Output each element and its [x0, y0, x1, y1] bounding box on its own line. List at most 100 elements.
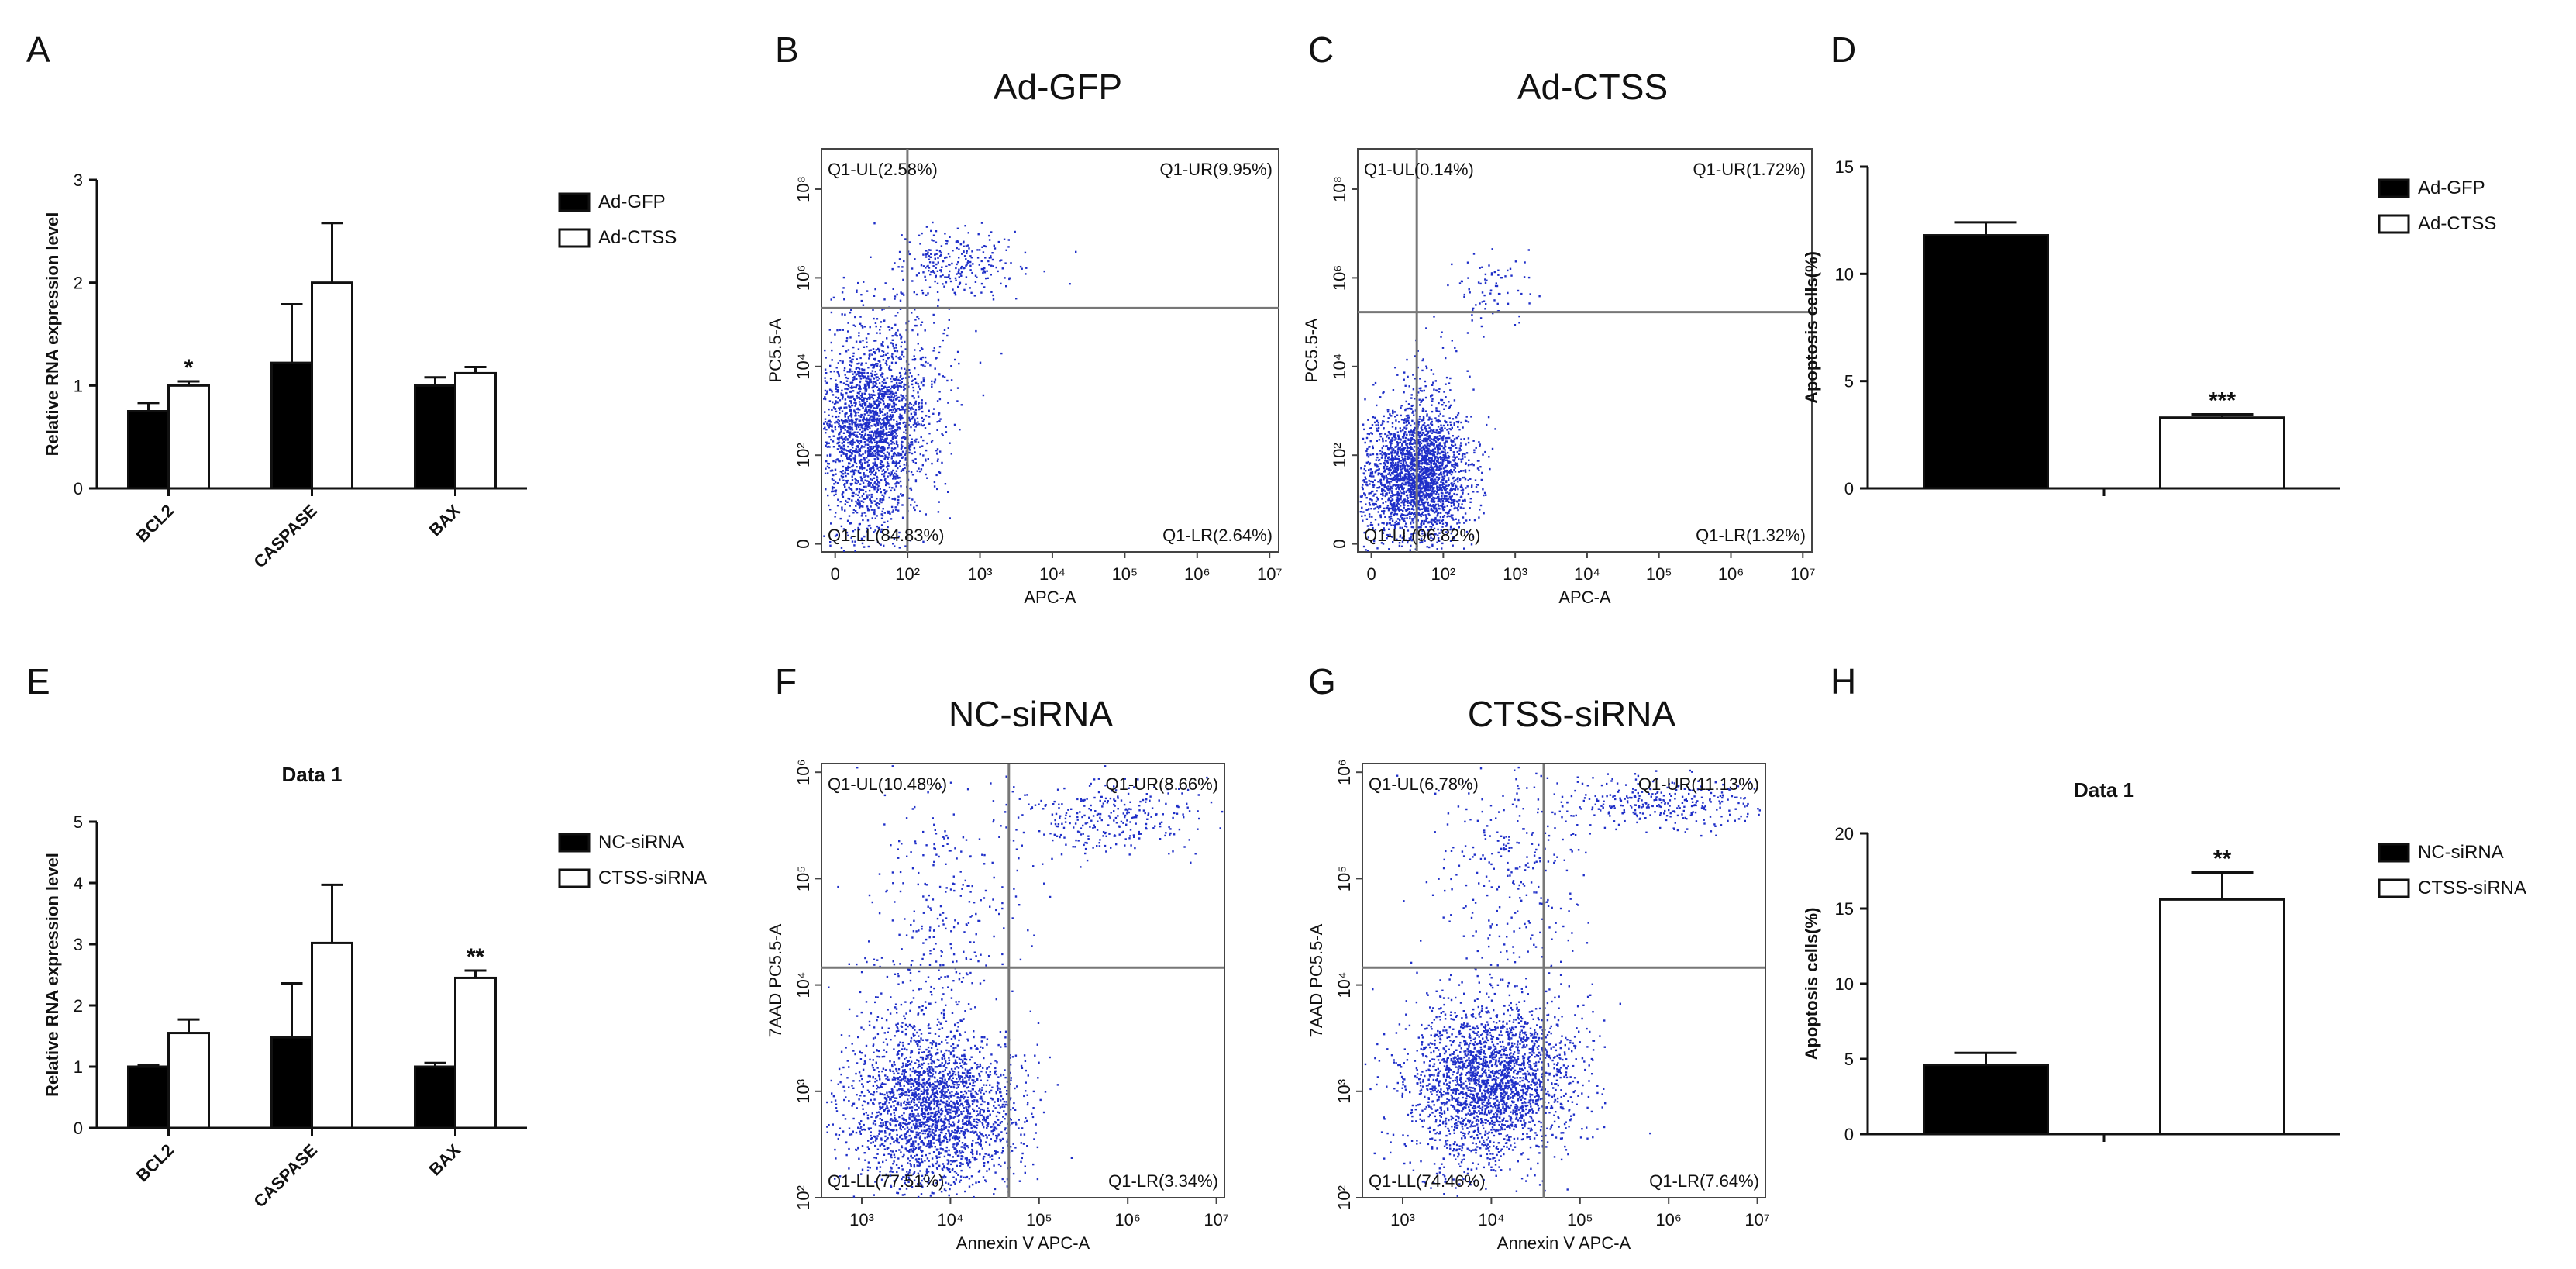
dot [1396, 478, 1399, 481]
dot [1427, 522, 1430, 524]
dot [944, 276, 946, 278]
dot [1407, 375, 1409, 378]
dot [910, 403, 913, 405]
dot [901, 414, 903, 417]
dot [853, 459, 856, 461]
dot [922, 253, 925, 256]
dot [866, 398, 868, 400]
dot [884, 478, 887, 480]
dot [1453, 460, 1455, 462]
dot [897, 422, 900, 425]
dot [930, 229, 932, 233]
dot [1413, 439, 1415, 441]
dot [1377, 511, 1379, 513]
dot [945, 243, 948, 245]
dot [1378, 439, 1381, 441]
dot [891, 511, 894, 513]
dot [1441, 437, 1445, 440]
dot [871, 451, 874, 454]
dot [1366, 447, 1369, 450]
dot [1390, 466, 1393, 468]
dot [1438, 495, 1440, 498]
dot [866, 426, 870, 429]
dot [1418, 508, 1421, 511]
dot [944, 257, 946, 259]
dot [1444, 453, 1447, 456]
dot [875, 471, 877, 474]
dot [1390, 452, 1393, 455]
dot [1367, 456, 1370, 458]
dot [932, 265, 935, 267]
dot [1441, 506, 1445, 509]
dot [897, 266, 900, 268]
dot [1424, 444, 1426, 447]
dot [1410, 477, 1414, 479]
dot [1417, 495, 1421, 497]
dot [1387, 447, 1390, 450]
dot [1419, 484, 1421, 487]
dot [899, 409, 901, 411]
dot [866, 494, 868, 496]
dot [1385, 453, 1387, 456]
dot [887, 447, 890, 449]
dot [1402, 539, 1405, 541]
dot [1372, 481, 1374, 484]
dot [1409, 457, 1411, 460]
dot [1396, 451, 1399, 453]
dot [882, 440, 885, 443]
dot [1491, 447, 1494, 450]
dot [1429, 436, 1431, 439]
dot [870, 396, 872, 399]
dot [852, 471, 855, 473]
dot [1423, 449, 1425, 451]
dot [1422, 494, 1424, 496]
dot [1396, 431, 1399, 433]
dot [1389, 442, 1391, 444]
dot [1465, 416, 1468, 418]
dot [1452, 536, 1454, 538]
dot [874, 529, 876, 532]
dot [826, 391, 828, 394]
dot [1401, 536, 1403, 539]
dot [1421, 439, 1424, 442]
dot [962, 242, 965, 244]
dot [1434, 490, 1436, 492]
dot [867, 381, 870, 384]
dot [1413, 488, 1416, 491]
dot [960, 274, 963, 277]
dot [850, 484, 852, 486]
dot [855, 448, 858, 450]
dot [878, 503, 880, 505]
dot [1433, 429, 1435, 431]
dot [1424, 425, 1427, 427]
dot [958, 276, 960, 278]
dot [857, 407, 859, 410]
dot [881, 381, 883, 383]
dot [928, 409, 930, 412]
dot [923, 424, 925, 426]
dot [1398, 486, 1400, 489]
dot [1433, 472, 1436, 474]
dot [898, 417, 901, 419]
dot [1376, 453, 1379, 456]
dot [932, 234, 935, 236]
dot [1406, 499, 1408, 502]
dot [849, 429, 852, 431]
dot [1458, 522, 1461, 524]
dot [1413, 481, 1415, 484]
dot [1382, 476, 1384, 478]
dot [867, 545, 870, 548]
dot [1396, 453, 1399, 456]
dot [911, 395, 914, 398]
dot [1403, 453, 1405, 455]
dot [1464, 499, 1466, 502]
dot [939, 275, 942, 278]
dot [842, 276, 845, 279]
dot [951, 262, 953, 265]
dot [845, 468, 848, 471]
dot [1448, 512, 1450, 515]
dot [876, 483, 878, 486]
dot [829, 541, 832, 543]
dot [887, 482, 889, 484]
dot [914, 400, 918, 403]
